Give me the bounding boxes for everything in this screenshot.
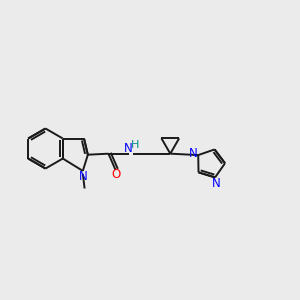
Text: N: N (188, 147, 197, 160)
Text: N: N (212, 177, 221, 190)
Text: N: N (79, 170, 87, 183)
Text: N: N (124, 142, 133, 155)
Text: H: H (131, 140, 140, 150)
Text: O: O (112, 168, 121, 182)
